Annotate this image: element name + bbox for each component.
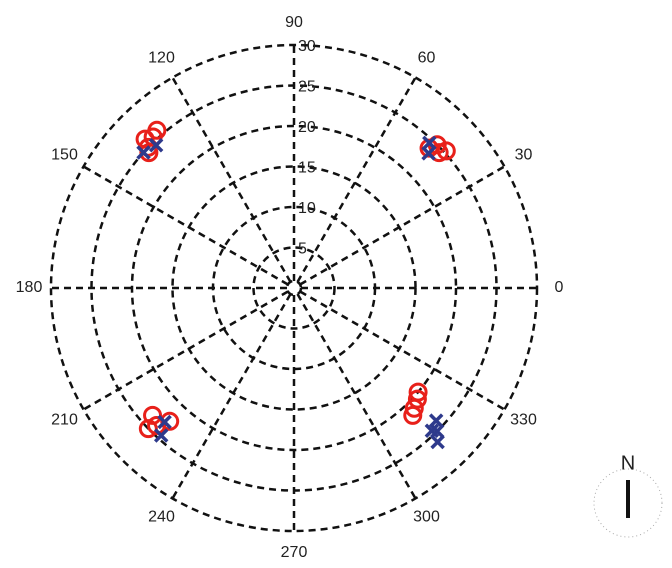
theta-tick-label: 240 xyxy=(148,509,175,526)
theta-tick-label: 0 xyxy=(555,279,564,296)
r-tick-label: 25 xyxy=(298,79,316,96)
theta-tick-label: 150 xyxy=(51,147,78,164)
center-ring xyxy=(285,279,303,297)
theta-tick-label: 60 xyxy=(418,50,436,67)
grid-spoke xyxy=(82,290,289,411)
theta-tick-label: 90 xyxy=(285,14,303,31)
point xyxy=(153,428,169,443)
grid-ring xyxy=(252,246,336,330)
grid-ring xyxy=(130,124,458,452)
point xyxy=(136,145,151,160)
grid-spoke xyxy=(299,290,506,411)
compass-label: N xyxy=(621,452,635,474)
point xyxy=(436,141,456,161)
point xyxy=(148,138,164,153)
grid-ring xyxy=(49,43,539,533)
grid-spoke xyxy=(171,76,292,283)
point xyxy=(424,423,440,438)
theta-tick-label: 120 xyxy=(148,50,175,67)
theta-tick-label: 180 xyxy=(16,279,43,296)
compass: N xyxy=(593,452,663,538)
r-tick-label: 10 xyxy=(298,200,316,217)
point xyxy=(428,413,444,428)
r-tick-label: 15 xyxy=(298,160,316,177)
r-tick-label: 5 xyxy=(298,241,307,258)
point xyxy=(408,382,428,402)
point xyxy=(157,414,172,430)
grid-spoke xyxy=(82,165,289,286)
point xyxy=(139,143,159,163)
grid-spoke xyxy=(296,76,417,283)
point xyxy=(147,120,167,140)
theta-tick-label: 30 xyxy=(515,147,533,164)
grid-spoke xyxy=(171,293,292,500)
compass-ring xyxy=(593,468,663,538)
theta-tick-label: 300 xyxy=(413,509,440,526)
point xyxy=(430,434,445,450)
theta-tick-label: 270 xyxy=(281,544,308,561)
grid-spoke xyxy=(296,293,417,500)
point xyxy=(422,135,437,151)
r-tick-label: 20 xyxy=(298,119,316,136)
r-tick-label: 30 xyxy=(298,38,316,55)
point xyxy=(403,405,423,425)
grid-spoke xyxy=(299,165,506,286)
theta-tick-label: 210 xyxy=(51,412,78,429)
theta-tick-label: 330 xyxy=(510,412,537,429)
